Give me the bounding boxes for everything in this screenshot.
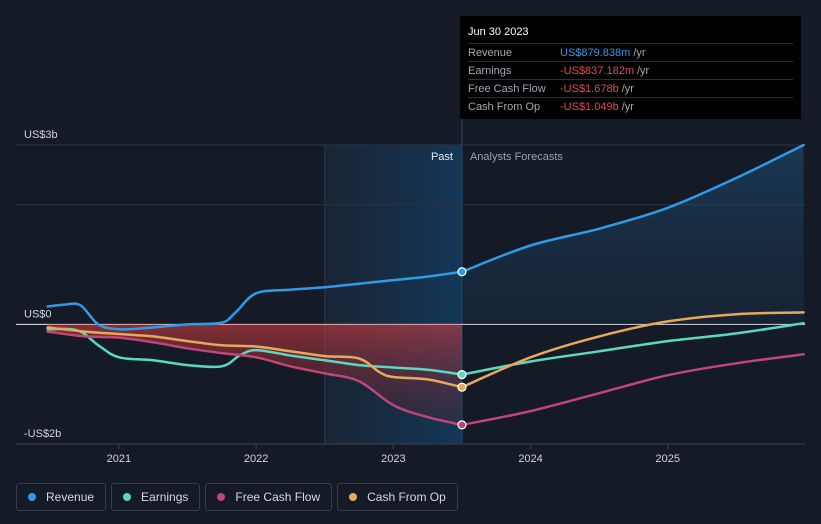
legend-item-cash-from-op[interactable]: Cash From Op xyxy=(337,483,458,511)
tooltip-row-value: -US$1.678b xyxy=(560,82,619,95)
free-cash-flow-line-forecast xyxy=(460,353,805,427)
tooltip-row-value: -US$837.182m xyxy=(560,64,634,77)
legend-dot-icon xyxy=(217,493,226,501)
tooltip-row-unit: /yr xyxy=(621,100,634,113)
legend-item-free-cash-flow[interactable]: Free Cash Flow xyxy=(205,483,333,511)
tooltip-row-unit: /yr xyxy=(621,82,634,95)
tooltip-date: Jun 30 2023 xyxy=(468,26,529,38)
legend-dot-icon xyxy=(28,493,36,501)
revenue-forecast-area xyxy=(462,145,804,325)
cash-from-op-marker xyxy=(457,382,467,392)
tooltip-row-unit: /yr xyxy=(633,46,646,59)
legend-label: Earnings xyxy=(141,490,189,504)
x-tick-label-2022: 2022 xyxy=(244,453,268,465)
x-tick-label-2025: 2025 xyxy=(656,453,680,465)
earnings-marker xyxy=(457,370,467,380)
legend-dot-icon xyxy=(123,493,132,501)
revenue-line-past xyxy=(46,270,464,331)
legend-item-revenue[interactable]: Revenue xyxy=(16,483,107,511)
free-cash-flow-marker xyxy=(457,420,467,430)
free-cash-flow-line-past xyxy=(46,330,464,427)
data-tooltip: Jun 30 2023 Revenue US$879.838m/yr Earning… xyxy=(460,16,801,119)
tooltip-row-label: Earnings xyxy=(468,64,512,77)
legend-label: Cash From Op xyxy=(367,490,446,504)
tooltip-row-label: Cash From Op xyxy=(468,100,541,113)
y-label-2: -US$2b xyxy=(24,428,61,440)
tooltip-row: Earnings -US$837.182m/yr xyxy=(468,61,793,79)
earnings-revenue-chart: 2021 2022 2023 2024 2025 US$3b US$0 -US$2b Past A… xyxy=(16,16,805,465)
cash-from-op-line-past xyxy=(46,326,464,389)
x-tick-label-2024: 2024 xyxy=(518,453,542,465)
tooltip-row-label: Revenue xyxy=(468,46,513,59)
y-label-1: US$0 xyxy=(24,308,52,320)
tooltip-row-value: -US$1.049b xyxy=(560,100,619,113)
cash-from-op-line-forecast xyxy=(460,311,805,389)
tooltip-row-unit: /yr xyxy=(637,64,650,77)
y-label-0: US$3b xyxy=(24,129,58,141)
legend-label: Revenue xyxy=(46,490,95,504)
tooltip-row-value: US$879.838m xyxy=(560,46,631,59)
legend-label: Free Cash Flow xyxy=(235,490,321,504)
x-tick-label-2023: 2023 xyxy=(381,453,405,465)
legend-dot-icon xyxy=(349,493,358,501)
tooltip-row: Revenue US$879.838m/yr xyxy=(468,43,793,61)
chart-legend: Revenue Earnings Free Cash Flow Cash From O… xyxy=(16,483,458,511)
tooltip-row-label: Free Cash Flow xyxy=(468,82,546,95)
x-tick-label-2021: 2021 xyxy=(107,453,131,465)
legend-item-earnings[interactable]: Earnings xyxy=(111,483,201,511)
tooltip-row: Cash From Op -US$1.049b/yr xyxy=(468,97,793,115)
revenue-line-forecast xyxy=(460,143,805,274)
forecast-label: Analysts Forecasts xyxy=(470,151,563,163)
earnings-line-forecast xyxy=(460,321,805,376)
tooltip-row: Free Cash Flow -US$1.678b/yr xyxy=(468,79,793,97)
past-label: Past xyxy=(431,151,453,163)
revenue-marker xyxy=(457,267,467,277)
negative-past-area xyxy=(47,324,462,425)
